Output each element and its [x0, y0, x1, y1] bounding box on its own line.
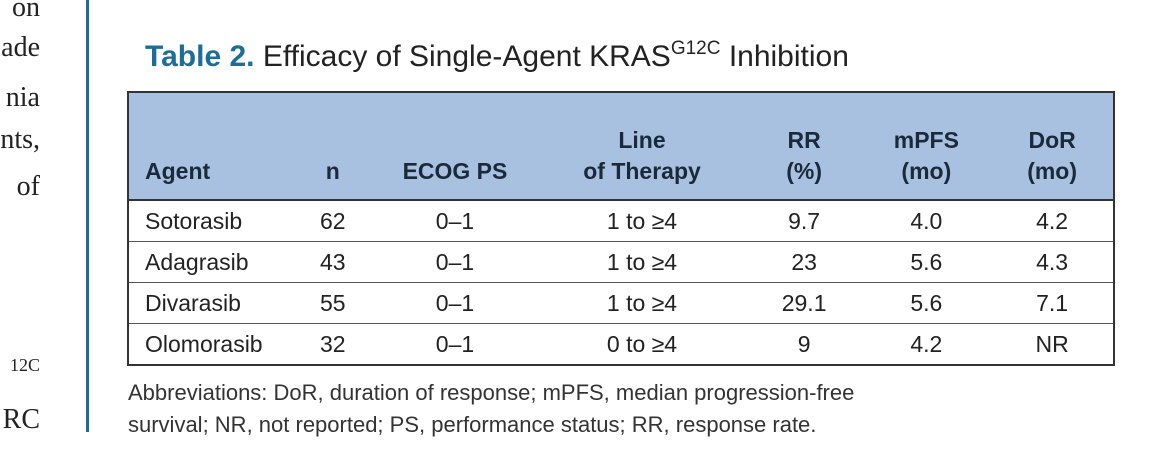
cell-dor: 4.2: [1036, 208, 1069, 234]
table-row: Adagrasib 43 0–1 1 to ≥4 23 5.6 4.3: [128, 241, 1114, 283]
cell-ecog-ps: 0–1: [372, 282, 538, 324]
cell-ecog-ps: 0–1: [372, 323, 538, 365]
table-footnote: Abbreviations: DoR, duration of response…: [128, 377, 1128, 441]
header-line-of-therapy-line2: of Therapy: [583, 158, 701, 184]
cell-mpfs: 5.6: [861, 282, 992, 324]
header-dor-line2: (mo): [1027, 158, 1078, 184]
cell-n: 43: [292, 241, 373, 283]
adjacent-text-fragment: 12C: [9, 355, 40, 375]
header-mpfs: mPFS (mo): [861, 92, 991, 200]
header-line-of-therapy: Line of Therapy: [537, 92, 746, 200]
header-dor: DoR (mo): [991, 92, 1114, 200]
header-rr: RR (%): [747, 92, 862, 200]
adjacent-text-line: nia: [5, 82, 40, 113]
adjacent-text-line: of: [16, 171, 40, 202]
table-label: Table 2.: [145, 40, 255, 73]
adjacent-column-text: on ade nia nts, of 12C RC: [0, 0, 60, 474]
table-row: Sotorasib 62 0–1 1 to ≥4 9.7 4.0 4.2: [128, 200, 1114, 242]
cell-rr: 29.1: [746, 282, 862, 324]
cell-mpfs: 4.2: [861, 323, 992, 365]
adjacent-text-line: on: [12, 0, 40, 23]
header-ecog-ps: ECOG PS: [402, 158, 508, 184]
header-agent: Agent: [145, 158, 211, 184]
cell-dor: 4.3: [991, 241, 1114, 283]
cell-agent: Adagrasib: [128, 241, 293, 283]
cell-mpfs: 4.0: [910, 208, 943, 234]
adjacent-text-fragment: RC: [2, 404, 40, 435]
adjacent-text-line: ade: [1, 32, 40, 63]
header-rr-line1: RR: [787, 127, 821, 153]
cell-agent: Olomorasib: [128, 323, 293, 365]
caption-title-prefix: Efficacy of Single-Agent KRAS: [262, 40, 671, 73]
caption-superscript: G12C: [670, 38, 721, 59]
cell-line-of-therapy: 0 to ≥4: [537, 323, 747, 365]
header-n: n: [325, 158, 340, 184]
cell-agent: Divarasib: [128, 282, 293, 324]
cell-agent: Sotorasib: [145, 208, 243, 234]
table-row: Divarasib 55 0–1 1 to ≥4 29.1 5.6 7.1: [128, 282, 1114, 324]
footnote-line: Abbreviations: DoR, duration of response…: [128, 380, 855, 405]
cell-mpfs: 5.6: [861, 241, 992, 283]
header-mpfs-line1: mPFS: [893, 127, 959, 153]
caption-title-suffix: Inhibition: [728, 40, 849, 73]
cell-ecog-ps: 0–1: [435, 208, 475, 234]
cell-ecog-ps: 0–1: [372, 241, 538, 283]
cell-line-of-therapy: 1 to ≥4: [537, 241, 747, 283]
table-caption: Table 2. Efficacy of Single-Agent KRASG1…: [145, 38, 849, 74]
cell-n: 55: [292, 282, 373, 324]
column-divider: [86, 0, 89, 432]
cell-rr: 23: [746, 241, 862, 283]
cell-dor: 7.1: [991, 282, 1114, 324]
footnote-line: survival; NR, not reported; PS, performa…: [128, 412, 817, 437]
cell-line-of-therapy: 1 to ≥4: [606, 208, 678, 234]
cell-n: 32: [292, 323, 373, 365]
cell-n: 62: [319, 208, 346, 234]
cell-rr: 9.7: [788, 208, 821, 234]
cell-rr: 9: [746, 323, 862, 365]
table-header-row: Agent n ECOG PS Line of Therapy RR (%) mPF…: [128, 92, 1114, 200]
adjacent-text-line: nts,: [0, 124, 40, 155]
header-dor-line1: DoR: [1028, 127, 1076, 153]
header-line-of-therapy-line1: Line: [618, 127, 666, 153]
cell-dor: NR: [991, 323, 1114, 365]
header-mpfs-line2: (mo): [901, 158, 952, 184]
cell-line-of-therapy: 1 to ≥4: [537, 282, 747, 324]
header-rr-line2: (%): [786, 158, 822, 184]
table-row: Olomorasib 32 0–1 0 to ≥4 9 4.2 NR: [128, 323, 1114, 365]
efficacy-table: Agent n ECOG PS Line of Therapy RR (%) mPF…: [127, 91, 1115, 366]
